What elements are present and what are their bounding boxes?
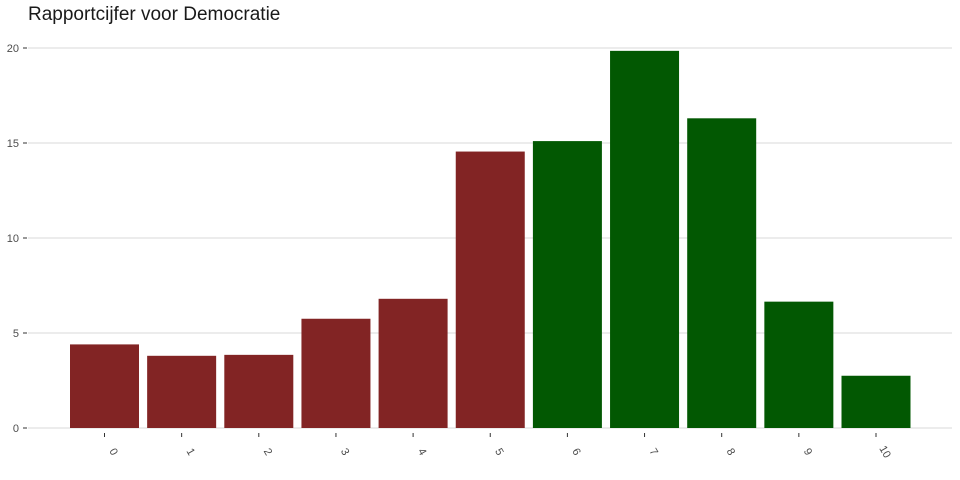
bar-8 bbox=[687, 118, 757, 429]
bar-4 bbox=[378, 298, 448, 428]
axes: 0 5 10 15 20 0 1 2 3 4 5 6 7 8 9 10 bbox=[7, 43, 893, 460]
x-tick-label: 2 bbox=[261, 446, 274, 457]
x-tick-label: 9 bbox=[801, 446, 814, 457]
y-tick-label: 5 bbox=[13, 328, 19, 340]
bar-2 bbox=[224, 354, 294, 428]
x-tick-label: 6 bbox=[569, 446, 582, 457]
y-tick-label: 20 bbox=[7, 43, 19, 55]
bar-1 bbox=[147, 355, 217, 428]
x-tick-label: 10 bbox=[876, 444, 893, 461]
bar-9 bbox=[764, 301, 834, 428]
x-tick-label: 7 bbox=[646, 446, 659, 457]
x-tick-label: 8 bbox=[724, 446, 737, 457]
bar-3 bbox=[301, 318, 371, 428]
x-tick-label: 3 bbox=[338, 446, 351, 457]
x-tick-label: 5 bbox=[492, 446, 505, 457]
bar-0 bbox=[70, 344, 139, 428]
bar-6 bbox=[532, 141, 602, 428]
bar-7 bbox=[610, 50, 680, 428]
y-tick-label: 0 bbox=[13, 423, 19, 435]
bar-10 bbox=[841, 375, 911, 428]
x-tick-label: 1 bbox=[184, 446, 197, 457]
bar-5 bbox=[455, 151, 525, 429]
x-tick-label: 0 bbox=[106, 446, 119, 457]
y-tick-label: 10 bbox=[7, 233, 19, 245]
bars bbox=[70, 50, 911, 429]
chart-title: Rapportcijfer voor Democratie bbox=[28, 4, 281, 25]
y-tick-label: 15 bbox=[7, 138, 19, 150]
x-tick-label: 4 bbox=[415, 446, 428, 457]
